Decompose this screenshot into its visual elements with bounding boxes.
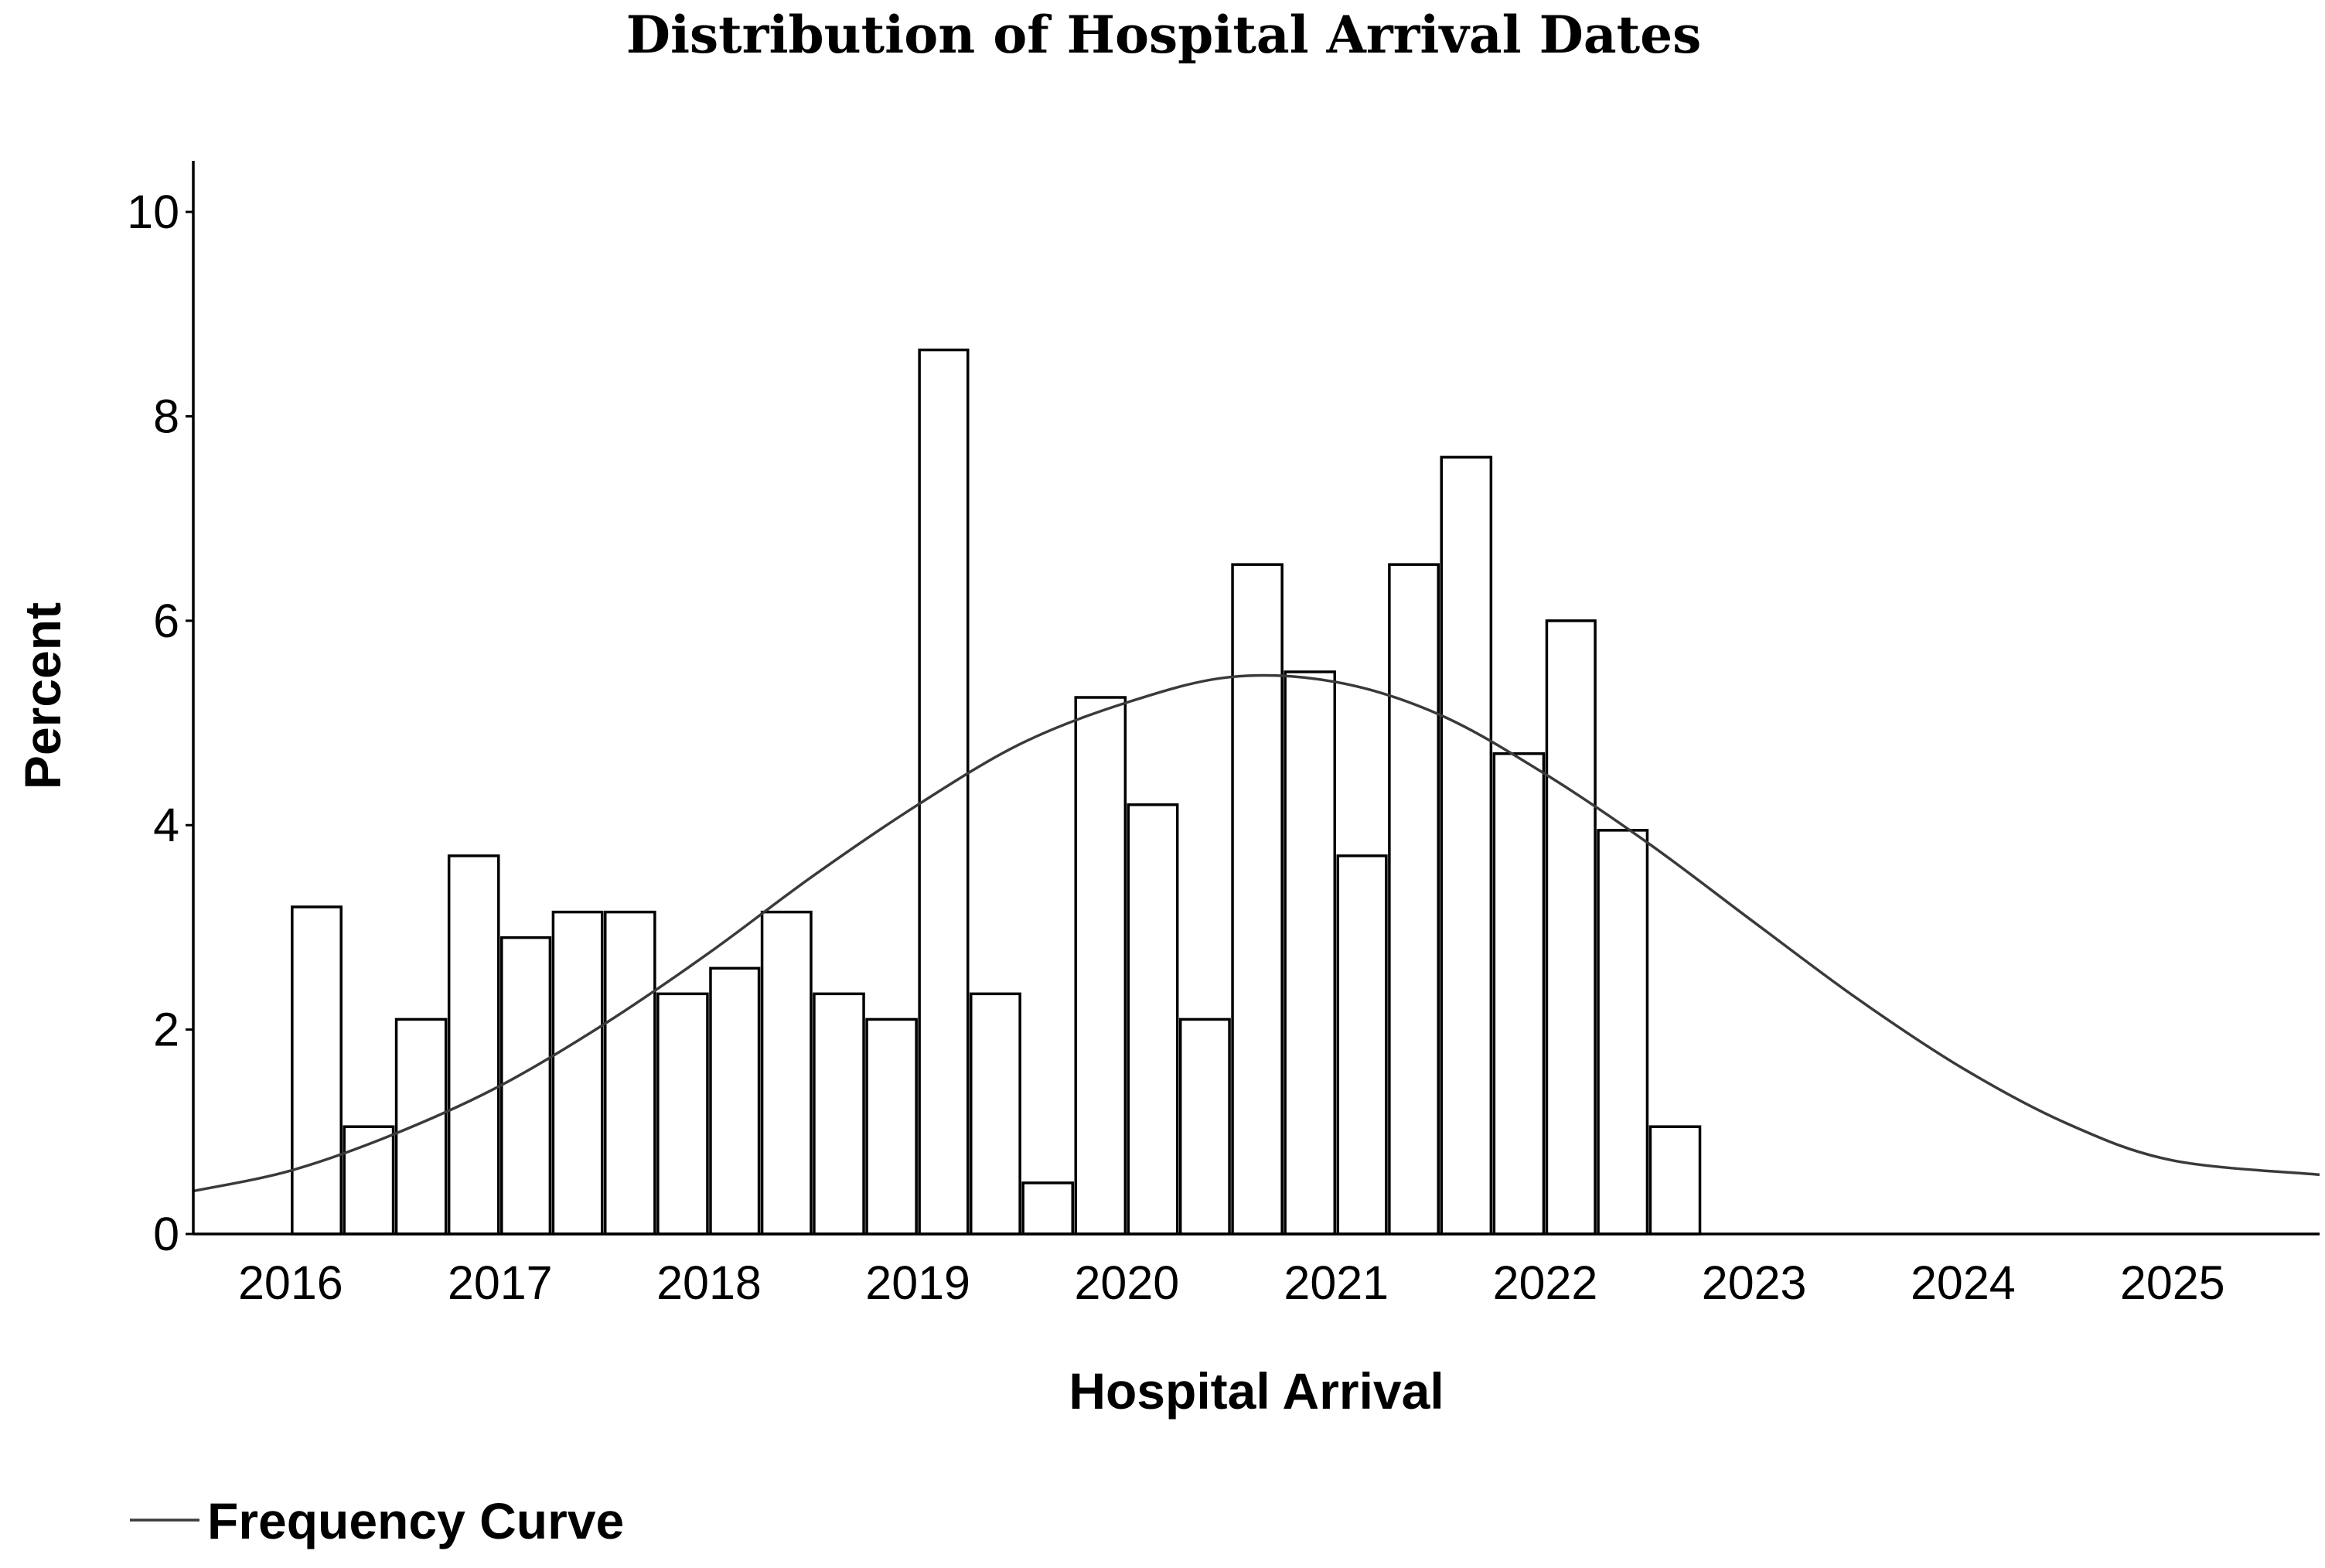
histogram-bar	[551, 910, 604, 1236]
y-tick-label: 2	[153, 1004, 179, 1056]
x-tick-label: 2024	[1911, 1256, 2016, 1309]
x-tick-label: 2022	[1493, 1256, 1598, 1309]
histogram-bar	[1178, 1017, 1231, 1236]
histogram-bar	[1336, 854, 1388, 1236]
histogram-bar	[447, 854, 500, 1236]
x-tick-label: 2021	[1284, 1256, 1389, 1309]
chart-title: Distribution of Hospital Arrival Dates	[626, 5, 1702, 65]
histogram-bar	[918, 348, 970, 1236]
y-tick-label: 6	[153, 595, 179, 647]
histogram-bar	[865, 1017, 918, 1236]
y-axis-title: Percent	[14, 602, 71, 789]
histogram-bar	[1545, 619, 1597, 1236]
histogram-bar	[1597, 829, 1649, 1236]
y-tick-label: 10	[127, 186, 179, 238]
histogram-bar	[970, 992, 1021, 1236]
histogram-bar	[604, 910, 656, 1236]
histogram-bar	[813, 992, 865, 1236]
y-tick-label: 0	[153, 1208, 179, 1260]
histogram-bar	[1021, 1181, 1074, 1236]
x-tick-label: 2020	[1074, 1256, 1179, 1309]
histogram-bar	[760, 910, 813, 1236]
y-tick-label: 4	[153, 799, 179, 851]
histogram-bar	[709, 966, 761, 1236]
legend: Frequency Curve	[130, 1492, 624, 1549]
x-tick-label: 2018	[656, 1256, 762, 1309]
bars-group	[291, 348, 1702, 1236]
histogram-bar	[1440, 455, 1493, 1236]
histogram-bar	[1074, 696, 1127, 1236]
histogram-bar	[656, 992, 709, 1236]
histogram-bar	[500, 936, 552, 1236]
x-axis-ticks: 2016 2017 2018 2019 2020 2021 2022 2023 2024 2025	[238, 1256, 2225, 1309]
y-axis-ticks: 0 2 4 6 8 10	[127, 186, 193, 1260]
x-tick-label: 2023	[1702, 1256, 1807, 1309]
x-tick-label: 2017	[448, 1256, 553, 1309]
histogram-bar	[1648, 1125, 1702, 1236]
frequency-curve-line	[193, 673, 2320, 1193]
x-axis-title: Hospital Arrival	[1069, 1362, 1444, 1420]
legend-label: Frequency Curve	[207, 1492, 624, 1549]
histogram-bar	[291, 905, 343, 1236]
histogram-bar	[1127, 803, 1179, 1236]
histogram-bar	[1492, 752, 1546, 1236]
histogram-bar	[1388, 563, 1440, 1236]
histogram-bar	[1284, 670, 1337, 1236]
y-tick-label: 8	[153, 390, 179, 442]
x-tick-label: 2025	[2120, 1256, 2225, 1309]
x-tick-label: 2016	[238, 1256, 343, 1309]
x-tick-label: 2019	[865, 1256, 970, 1309]
histogram-bar	[394, 1017, 448, 1236]
histogram-bar	[1231, 563, 1284, 1236]
